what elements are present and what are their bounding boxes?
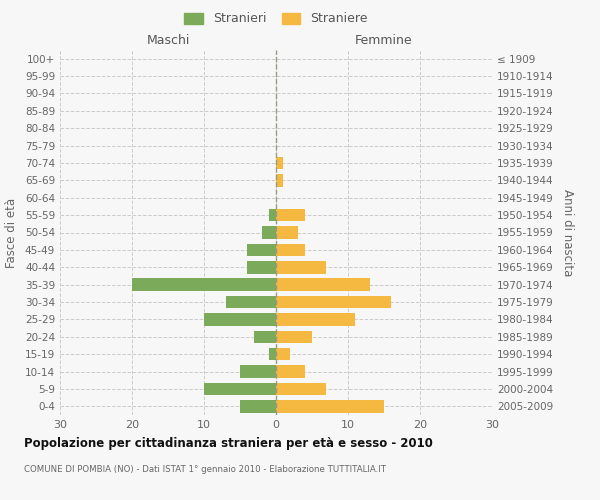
Bar	[276, 400, 384, 412]
Y-axis label: Anni di nascita: Anni di nascita	[560, 189, 574, 276]
Bar	[276, 348, 290, 360]
Bar	[247, 244, 276, 256]
Bar	[240, 366, 276, 378]
Bar	[262, 226, 276, 239]
Bar	[276, 330, 312, 343]
Legend: Stranieri, Straniere: Stranieri, Straniere	[181, 8, 371, 29]
Bar	[276, 261, 326, 274]
Bar	[226, 296, 276, 308]
Bar	[269, 348, 276, 360]
Text: COMUNE DI POMBIA (NO) - Dati ISTAT 1° gennaio 2010 - Elaborazione TUTTITALIA.IT: COMUNE DI POMBIA (NO) - Dati ISTAT 1° ge…	[24, 465, 386, 474]
Bar	[276, 382, 326, 395]
Text: Popolazione per cittadinanza straniera per età e sesso - 2010: Popolazione per cittadinanza straniera p…	[24, 438, 433, 450]
Bar	[276, 313, 355, 326]
Bar	[276, 244, 305, 256]
Bar	[276, 296, 391, 308]
Bar	[204, 382, 276, 395]
Bar	[132, 278, 276, 291]
Bar	[276, 209, 305, 222]
Bar	[269, 209, 276, 222]
Bar	[276, 156, 283, 169]
Bar	[276, 226, 298, 239]
Y-axis label: Fasce di età: Fasce di età	[5, 198, 18, 268]
Bar	[240, 400, 276, 412]
Bar	[204, 313, 276, 326]
Text: Femmine: Femmine	[355, 34, 413, 46]
Bar	[276, 366, 305, 378]
Bar	[276, 278, 370, 291]
Text: Maschi: Maschi	[146, 34, 190, 46]
Bar	[276, 174, 283, 186]
Bar	[247, 261, 276, 274]
Bar	[254, 330, 276, 343]
